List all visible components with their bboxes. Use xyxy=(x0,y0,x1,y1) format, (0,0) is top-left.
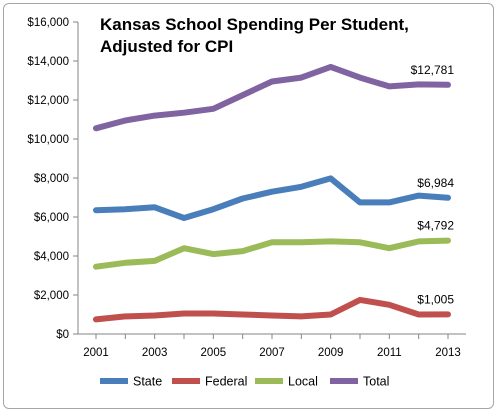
legend-label-federal: Federal xyxy=(205,375,247,389)
y-tick-label: $4,000 xyxy=(34,251,69,263)
y-tick-label: $2,000 xyxy=(34,290,69,302)
series-line-local xyxy=(93,237,451,270)
chart-title-line-2: Adjusted for CPI xyxy=(100,37,233,56)
x-tick-label: 2003 xyxy=(142,347,168,359)
legend-label-local: Local xyxy=(288,375,318,389)
y-tick-label: $14,000 xyxy=(27,56,69,68)
data-label-total: $12,781 xyxy=(411,63,455,77)
chart-title-line-1: Kansas School Spending Per Student, xyxy=(100,15,409,34)
plot-area: $0 $2,000 $4,000 $6,000 $8,000 $10,000 $12,000… xyxy=(27,17,466,359)
x-tick-label: 2007 xyxy=(259,347,285,359)
legend-label-state: State xyxy=(133,375,162,389)
y-tick-label: $16,000 xyxy=(27,17,69,29)
y-tick-label: $10,000 xyxy=(27,134,69,146)
y-tick-label: $12,000 xyxy=(27,95,69,107)
x-tick-label: 2005 xyxy=(201,347,227,359)
chart-frame xyxy=(3,3,494,409)
series-line-federal xyxy=(93,296,451,323)
y-tick-label: $6,000 xyxy=(34,212,69,224)
x-tick-label: 2009 xyxy=(318,347,344,359)
data-label-federal: $1,005 xyxy=(417,292,454,306)
legend: State Federal Local Total xyxy=(100,375,389,389)
series-line-state xyxy=(93,175,451,221)
x-tick-label: 2011 xyxy=(377,347,402,359)
data-label-local: $4,792 xyxy=(417,219,454,233)
x-tick-label: 2013 xyxy=(435,347,461,359)
legend-label-total: Total xyxy=(363,375,389,389)
x-tick-label: 2001 xyxy=(83,347,109,359)
y-tick-label: $0 xyxy=(56,329,69,341)
series-line-total xyxy=(93,63,451,132)
data-label-state: $6,984 xyxy=(417,176,454,190)
y-tick-label: $8,000 xyxy=(34,173,69,185)
